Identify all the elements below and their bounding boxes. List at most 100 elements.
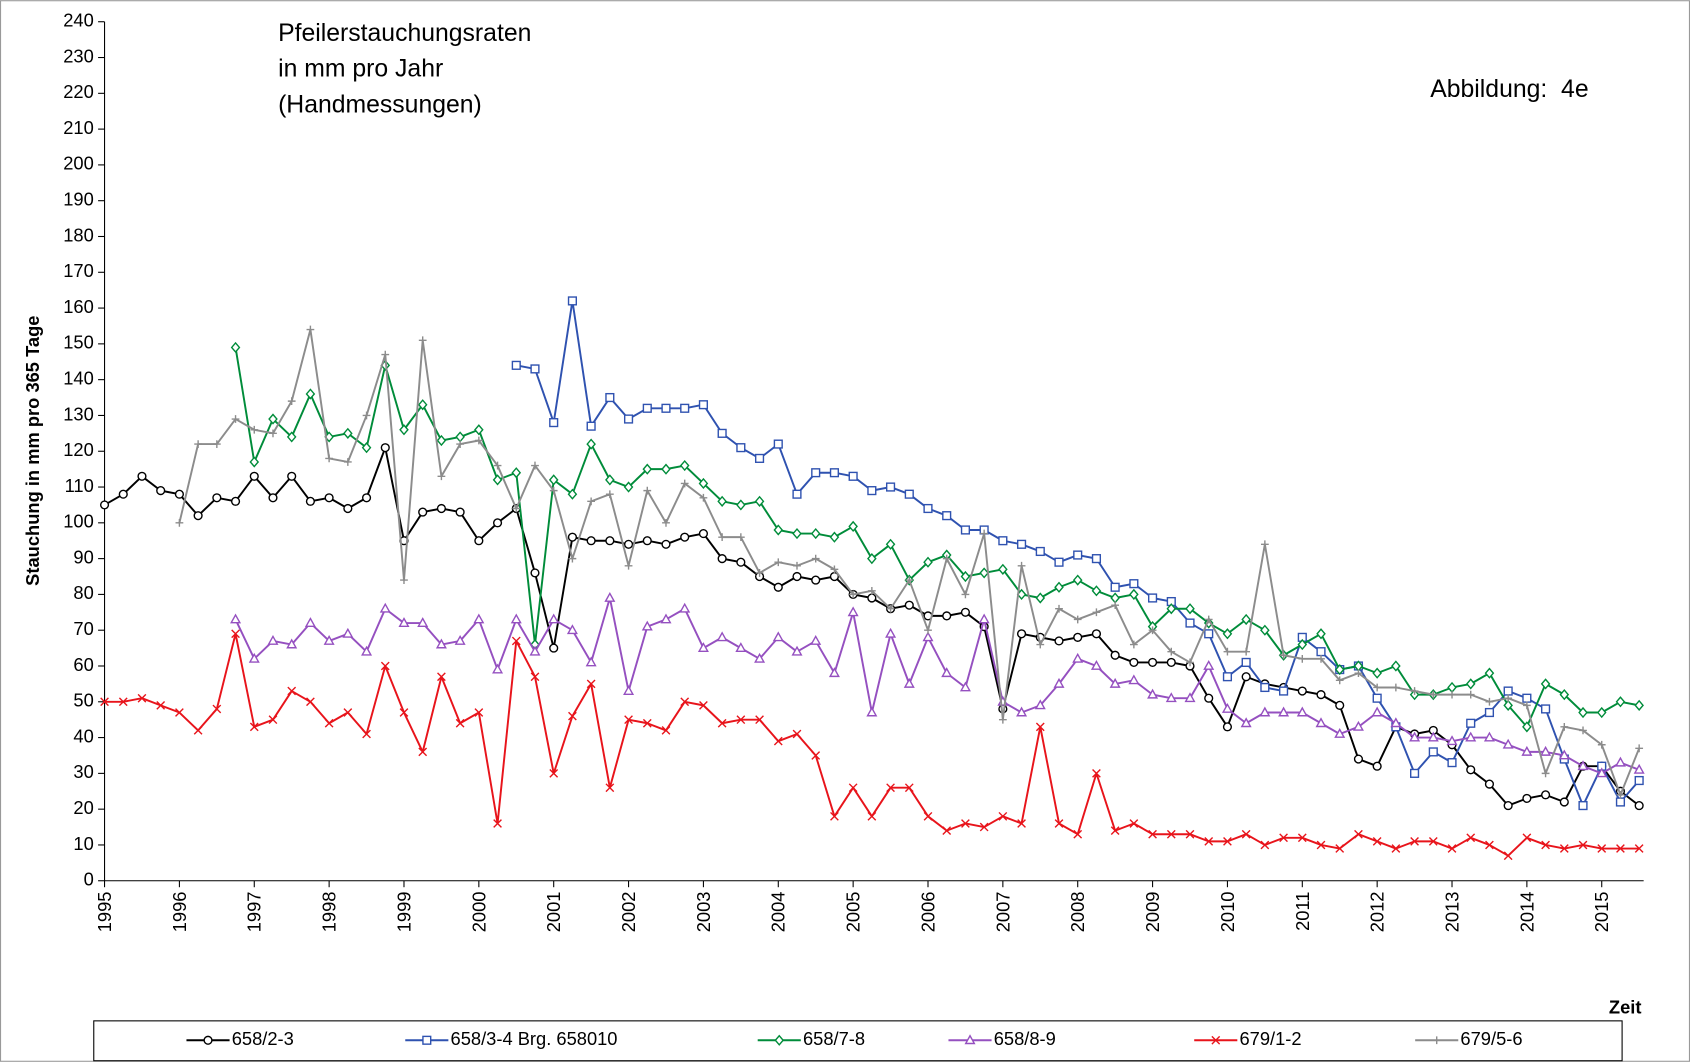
marker [400,576,408,584]
marker [1466,833,1476,843]
marker [212,493,222,503]
marker [306,697,315,707]
marker [660,613,672,624]
marker [1559,689,1570,701]
marker [568,711,577,721]
marker [886,783,895,793]
marker [1054,636,1064,646]
marker [323,634,335,645]
marker [1091,585,1102,597]
x-tick-label: 1998 [319,892,340,933]
marker [1447,758,1457,768]
marker [1204,629,1214,639]
marker [474,436,483,445]
marker [437,672,446,682]
marker [418,747,428,757]
x-tick-label: 2003 [693,892,714,933]
marker [792,527,802,540]
marker [530,568,540,578]
marker [1427,731,1439,742]
y-tick-label: 100 [63,511,94,532]
y-tick-label: 30 [73,761,93,782]
marker [1522,721,1532,733]
marker [1222,628,1233,640]
marker [829,468,840,478]
marker [1185,618,1195,628]
marker [1034,699,1046,710]
marker [1634,775,1644,786]
marker [1111,601,1120,610]
marker [305,496,315,506]
marker [978,613,990,624]
marker [792,489,802,499]
marker [511,467,522,479]
marker [381,350,390,359]
marker [1540,678,1551,690]
marker [697,642,709,653]
marker [866,706,878,717]
marker [567,532,577,542]
marker [1540,745,1552,756]
marker [230,613,242,624]
marker [1634,801,1644,811]
marker [343,503,353,514]
marker [1017,819,1026,828]
marker [1223,647,1232,656]
marker [847,606,859,617]
marker [324,493,334,503]
marker [343,708,353,717]
marker [680,403,690,413]
marker [530,364,540,374]
marker [1110,582,1120,592]
marker [792,571,802,582]
marker [379,602,391,613]
y-tick-label: 170 [63,260,94,281]
marker [1372,837,1382,846]
marker [1091,554,1102,564]
marker [567,488,578,500]
marker [1241,613,1251,626]
marker [848,783,858,793]
marker [961,590,970,599]
y-tick-label: 0 [84,869,94,890]
legend-label: 658/2-3 [232,1028,294,1049]
marker [979,822,989,832]
marker [474,708,484,717]
marker [1390,717,1402,728]
marker [1298,654,1307,663]
marker [287,471,297,481]
marker [1559,844,1569,853]
marker [924,626,932,635]
marker [772,631,784,642]
marker [1260,840,1270,850]
marker [793,561,801,570]
marker [175,518,184,527]
marker [362,411,371,420]
marker [418,507,428,517]
marker [492,518,503,528]
marker [1578,706,1588,719]
legend-label: 679/1-2 [1239,1028,1301,1049]
marker [1167,647,1176,656]
marker [510,613,522,624]
marker [1279,686,1289,696]
marker [605,536,615,546]
marker [324,718,334,728]
marker [231,629,240,639]
marker [1297,686,1307,696]
marker [867,593,877,603]
marker [998,811,1008,821]
marker [306,325,315,334]
y-tick-label: 40 [73,725,93,746]
marker [417,399,428,411]
legend-label: 658/8-9 [994,1028,1056,1049]
marker [811,554,820,563]
marker [436,503,446,514]
marker [361,645,373,656]
marker [1222,722,1233,732]
series-line [234,347,1640,728]
marker [1616,790,1625,799]
marker [1371,706,1383,717]
marker [531,461,539,470]
marker [624,715,633,725]
